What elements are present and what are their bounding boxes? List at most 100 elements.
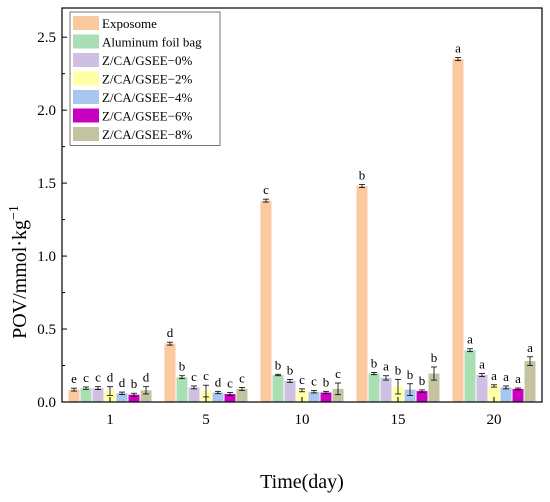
- legend-swatch: [73, 127, 99, 141]
- bar: [212, 392, 224, 402]
- significance-letter: c: [203, 368, 209, 383]
- bar: [92, 388, 104, 402]
- x-tick-label: 1: [106, 412, 114, 428]
- significance-letter: b: [131, 376, 138, 391]
- legend-label: Z/CA/GSEE−4%: [102, 90, 193, 105]
- legend-label: Aluminum foil bag: [102, 35, 202, 50]
- y-axis-title: POV/mmol·kg−1: [7, 205, 31, 339]
- significance-letter: a: [479, 357, 485, 372]
- legend-label: Z/CA/GSEE−8%: [102, 127, 193, 142]
- significance-letter: b: [371, 355, 378, 370]
- bar: [380, 377, 392, 402]
- significance-letter: d: [215, 374, 222, 389]
- bar: [452, 59, 464, 403]
- significance-letter: d: [119, 375, 126, 390]
- y-tick-label: 0.5: [37, 322, 56, 338]
- bar: [428, 373, 440, 402]
- y-tick-label: 1.5: [37, 176, 56, 192]
- bar: [464, 350, 476, 402]
- significance-letter: c: [299, 372, 305, 387]
- significance-letter: c: [311, 374, 317, 389]
- significance-letter: d: [143, 370, 150, 385]
- significance-letter: a: [527, 340, 533, 355]
- legend-swatch: [73, 16, 99, 30]
- significance-letter: b: [275, 357, 282, 372]
- significance-letter: a: [455, 41, 461, 56]
- bar: [308, 391, 320, 402]
- bar: [80, 388, 92, 402]
- significance-letter: b: [419, 373, 426, 388]
- significance-letter: b: [407, 367, 414, 382]
- significance-letter: b: [359, 168, 366, 183]
- bar: [368, 373, 380, 402]
- legend-label: Exposome: [102, 16, 157, 31]
- bar: [416, 391, 428, 402]
- significance-letter: b: [395, 362, 402, 377]
- significance-letter: c: [227, 376, 233, 391]
- bar: [128, 394, 140, 402]
- legend-swatch: [73, 34, 99, 49]
- bar: [224, 393, 236, 402]
- significance-letter: a: [467, 332, 473, 347]
- bar: [500, 387, 512, 402]
- x-tick-label: 10: [295, 412, 310, 428]
- legend-label: Z/CA/GSEE−0%: [102, 53, 193, 68]
- y-axis-title-superscript: −1: [7, 205, 22, 220]
- bar: [320, 392, 332, 402]
- bar: [104, 391, 116, 402]
- y-axis-title-main: POV/mmol·kg: [9, 220, 31, 339]
- bar: [188, 387, 200, 402]
- bar: [332, 388, 344, 402]
- bar: [272, 375, 284, 402]
- significance-letter: b: [179, 359, 186, 374]
- legend: Exposome Aluminum foil bag Z/CA/GSEE−0% Z/C…: [69, 11, 221, 146]
- significance-letter: c: [95, 370, 101, 385]
- bar: [176, 377, 188, 402]
- y-tick-label: 0.0: [37, 395, 56, 411]
- bar: [524, 361, 536, 402]
- significance-letter: d: [167, 325, 174, 340]
- y-tick-label: 2.5: [37, 30, 56, 46]
- bar: [236, 388, 248, 402]
- x-axis-title: Time(day): [260, 471, 344, 493]
- legend-swatch: [73, 90, 99, 104]
- significance-letter: a: [491, 368, 497, 383]
- legend-label: Z/CA/GSEE−2%: [102, 72, 193, 87]
- legend-label: Z/CA/GSEE−6%: [102, 109, 193, 124]
- significance-letter: e: [71, 371, 77, 386]
- bar: [164, 343, 176, 402]
- significance-letter: b: [287, 362, 294, 377]
- y-tick-label: 1.0: [37, 249, 56, 265]
- bar: [260, 200, 272, 402]
- bar: [476, 375, 488, 402]
- bar: [488, 385, 500, 402]
- bar: [140, 390, 152, 402]
- significance-letter: c: [191, 369, 197, 384]
- x-tick-label: 20: [487, 412, 502, 428]
- bar: [284, 380, 296, 402]
- legend-swatch: [73, 53, 99, 67]
- significance-letter: c: [239, 370, 245, 385]
- bar: [356, 186, 368, 402]
- x-tick-label: 15: [391, 412, 406, 428]
- bar: [296, 390, 308, 402]
- axes-layer: 0.00.51.01.52.02.51 5 10 15 20: [37, 7, 543, 428]
- x-tick-label: 5: [202, 412, 210, 428]
- legend-swatch: [73, 108, 99, 123]
- significance-letter: d: [107, 370, 114, 385]
- significance-letter: c: [83, 370, 89, 385]
- y-tick-label: 2.0: [37, 103, 56, 119]
- bar: [116, 393, 128, 402]
- significance-letter: a: [383, 359, 389, 374]
- significance-letter: b: [431, 350, 438, 365]
- significance-letter: a: [503, 369, 509, 384]
- significance-letter: a: [515, 371, 521, 386]
- significance-letter: b: [323, 374, 330, 389]
- bar: [68, 389, 80, 402]
- legend-swatch: [73, 71, 99, 86]
- significance-letter: c: [263, 182, 269, 197]
- significance-letter: c: [335, 366, 341, 381]
- bar: [512, 388, 524, 402]
